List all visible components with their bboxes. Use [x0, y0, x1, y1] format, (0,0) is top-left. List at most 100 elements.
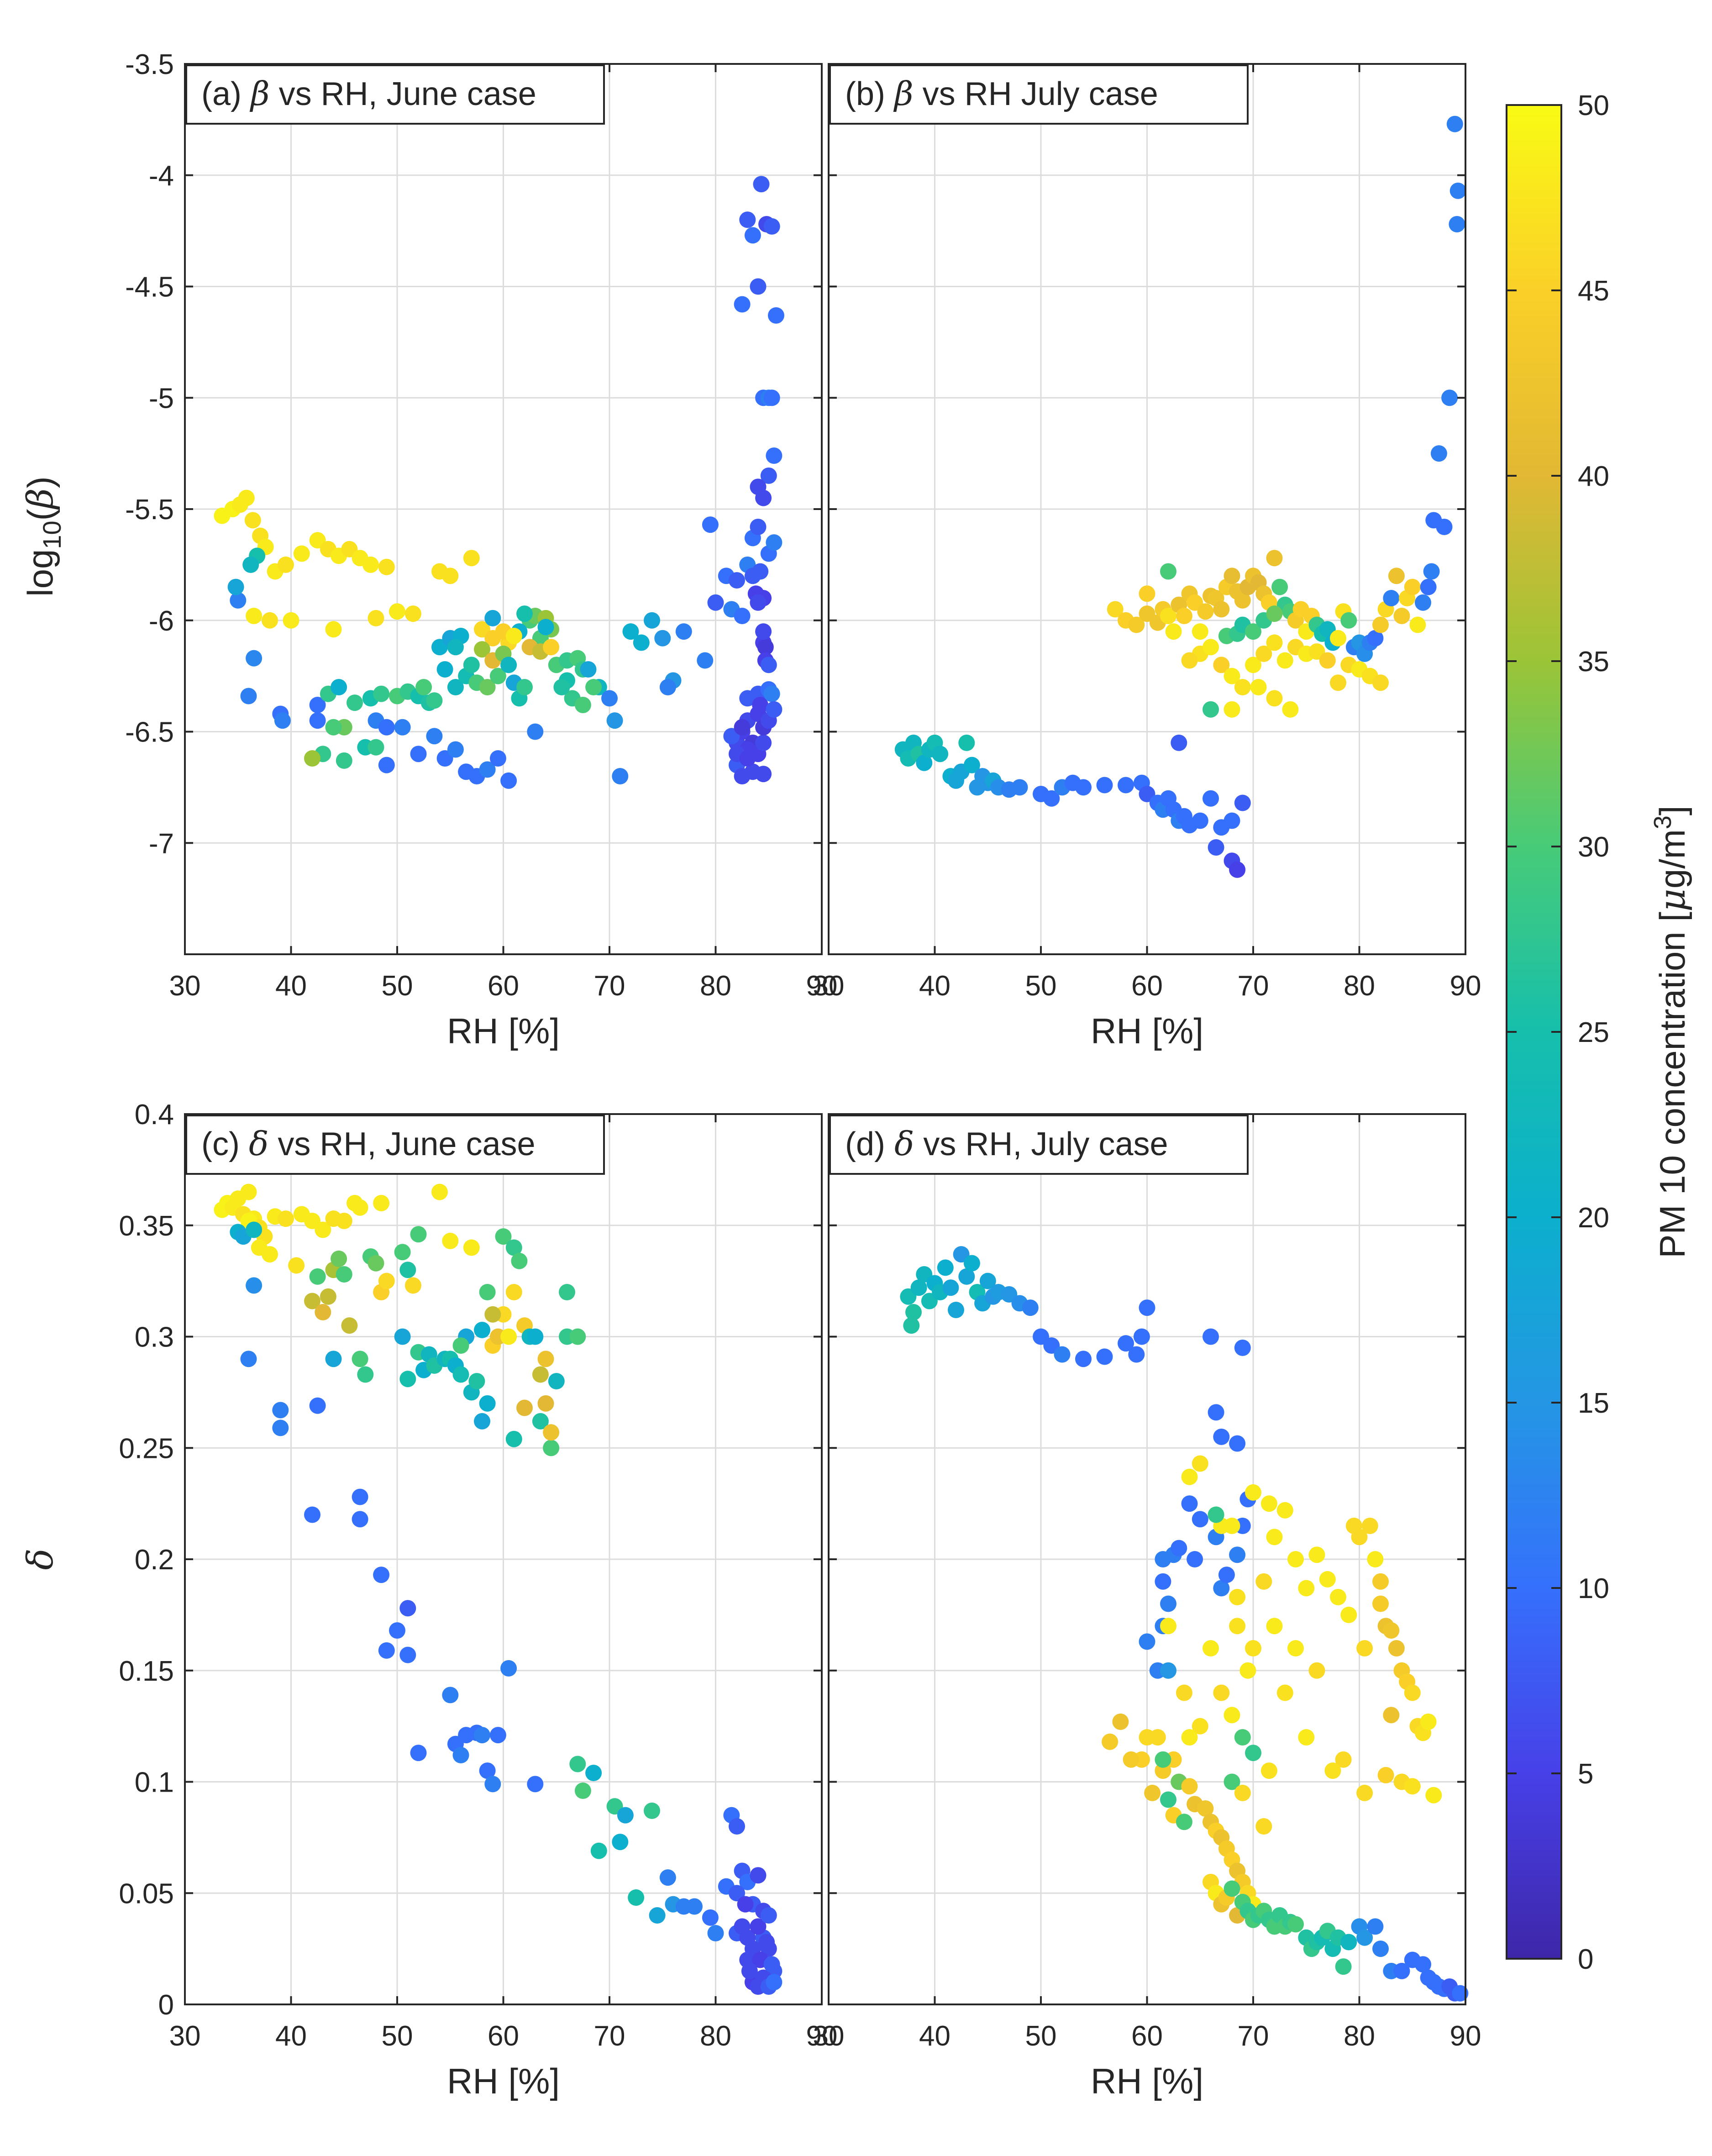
- data-point: [246, 1221, 263, 1238]
- data-point: [942, 1279, 959, 1296]
- data-point: [580, 661, 597, 678]
- data-point: [1383, 1707, 1400, 1724]
- data-point: [1393, 1962, 1410, 1979]
- data-point: [527, 723, 544, 740]
- data-point: [1361, 1517, 1378, 1534]
- data-point: [1340, 1934, 1357, 1951]
- colorbar-label: PM 10 concentration [μg/m3]: [1649, 805, 1693, 1258]
- data-point: [442, 568, 459, 584]
- data-point: [1449, 216, 1465, 232]
- data-point: [1324, 1762, 1341, 1779]
- data-point: [272, 1402, 289, 1419]
- data-point: [516, 679, 533, 695]
- x-tick-label: 90: [1450, 970, 1481, 1002]
- data-point: [1383, 1622, 1400, 1639]
- data-point: [1319, 1571, 1336, 1588]
- data-point: [336, 1213, 352, 1229]
- data-point: [1372, 1940, 1389, 1957]
- data-point: [474, 1727, 490, 1744]
- data-point: [1330, 674, 1346, 691]
- data-point: [1160, 608, 1176, 624]
- colorbar-tick-label: 30: [1578, 831, 1609, 863]
- data-point: [1192, 1511, 1208, 1528]
- data-point: [1351, 1529, 1368, 1546]
- x-tick-label: 60: [1131, 970, 1163, 1002]
- data-point: [347, 694, 363, 711]
- data-point: [399, 1371, 416, 1388]
- panel-title: (d) δ vs RH, July case: [845, 1125, 1168, 1163]
- data-point: [1239, 1662, 1256, 1679]
- data-point: [274, 712, 291, 729]
- data-point: [1234, 794, 1251, 811]
- data-point: [537, 619, 554, 636]
- data-point: [1234, 592, 1251, 609]
- data-point: [1160, 1595, 1176, 1612]
- data-point: [750, 594, 767, 611]
- data-point: [1203, 1328, 1219, 1345]
- data-point: [1441, 389, 1458, 406]
- data-point: [958, 1268, 975, 1285]
- data-point: [569, 1328, 586, 1345]
- data-point: [527, 1328, 544, 1345]
- data-point: [1276, 652, 1293, 669]
- data-point: [479, 679, 496, 695]
- x-tick-label: 60: [488, 970, 519, 1002]
- x-tick-label: 60: [488, 2020, 519, 2052]
- x-tick-label: 90: [1450, 2020, 1481, 2052]
- data-point: [1224, 1707, 1240, 1724]
- data-point: [1139, 585, 1155, 602]
- data-point: [474, 1413, 490, 1430]
- data-point: [1160, 1791, 1176, 1808]
- data-point: [979, 1273, 996, 1289]
- data-point: [436, 661, 453, 678]
- data-point: [426, 692, 443, 709]
- data-point: [1229, 1435, 1246, 1452]
- data-point: [1192, 812, 1208, 829]
- data-point: [750, 479, 767, 495]
- data-point: [734, 719, 751, 736]
- data-point: [1298, 1729, 1315, 1746]
- data-point: [1144, 1784, 1161, 1801]
- data-point: [644, 1802, 660, 1819]
- data-point: [1234, 1784, 1251, 1801]
- data-point: [489, 1727, 506, 1744]
- data-point: [1075, 1351, 1092, 1367]
- colorbar-tick-label: 45: [1578, 275, 1609, 307]
- data-point: [1118, 1335, 1134, 1352]
- data-point: [368, 610, 384, 626]
- data-point: [1255, 1573, 1272, 1590]
- data-point: [1335, 1958, 1352, 1975]
- data-point: [262, 612, 278, 629]
- data-point: [352, 1511, 368, 1528]
- data-point: [500, 1660, 517, 1677]
- data-point: [1203, 1640, 1219, 1656]
- data-point: [707, 594, 724, 611]
- data-point: [1187, 1551, 1203, 1567]
- data-point: [399, 1262, 416, 1278]
- data-point: [1372, 1595, 1389, 1612]
- x-tick-label: 70: [1238, 970, 1269, 1002]
- data-point: [1197, 1800, 1214, 1817]
- data-point: [569, 1756, 586, 1772]
- data-point: [1123, 1751, 1140, 1768]
- data-point: [1255, 1818, 1272, 1835]
- data-point: [532, 1366, 549, 1383]
- data-point: [543, 639, 560, 656]
- data-point: [442, 1232, 459, 1249]
- data-point: [697, 652, 714, 669]
- data-point: [320, 1288, 336, 1305]
- data-point: [362, 556, 379, 573]
- y-tick-label: -7: [149, 828, 174, 859]
- data-point: [325, 1351, 342, 1367]
- colorbar-tick-label: 5: [1578, 1758, 1593, 1790]
- data-point: [1112, 1713, 1129, 1730]
- data-point: [1234, 1339, 1251, 1356]
- data-point: [766, 701, 782, 718]
- data-point: [336, 752, 352, 769]
- data-point: [1229, 1588, 1246, 1605]
- data-point: [633, 634, 650, 651]
- data-point: [1266, 634, 1283, 651]
- x-tick-label: 30: [813, 2020, 845, 2052]
- data-point: [394, 1328, 411, 1345]
- data-point: [1260, 1495, 1277, 1512]
